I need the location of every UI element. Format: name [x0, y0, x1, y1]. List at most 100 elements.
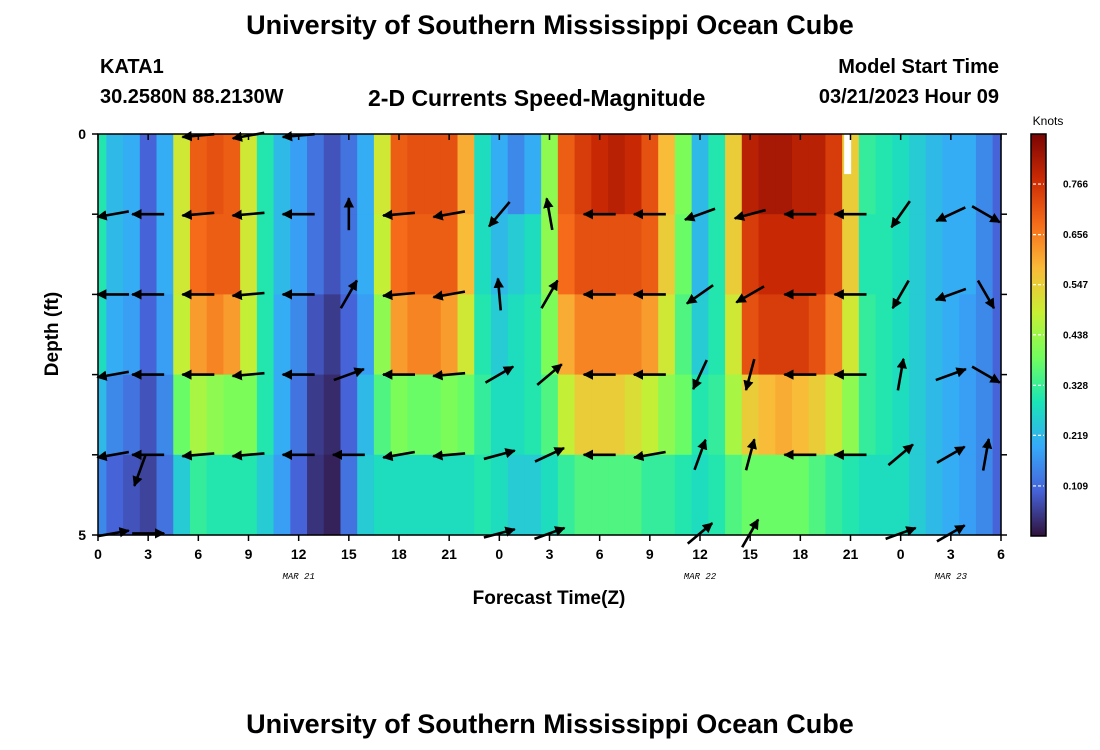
- heatmap-cell: [975, 374, 994, 456]
- heatmap-cell: [307, 134, 325, 215]
- heatmap-cell: [909, 134, 927, 215]
- heatmap-cell: [591, 294, 609, 376]
- heatmap-cell: [256, 374, 275, 456]
- heatmap-cell: [290, 294, 308, 376]
- heatmap-cell: [658, 214, 676, 295]
- heatmap-cell: [658, 374, 676, 456]
- heatmap-cell: [507, 454, 526, 536]
- heatmap-cell: [624, 454, 643, 536]
- x-tick-label: 6: [194, 546, 202, 562]
- heatmap-cell: [925, 214, 944, 295]
- x-tick-label: 15: [341, 546, 357, 562]
- colorbar: Knots 0.766 0.656 0.547 0.438 0.328 0.219 0.10…: [1030, 114, 1088, 537]
- y-axis: 05: [78, 126, 1007, 543]
- current-arrow: [981, 438, 993, 471]
- heatmap-cell: [775, 214, 793, 295]
- heatmap-cell: [725, 134, 743, 215]
- heatmap-cell: [424, 134, 442, 215]
- x-tick-label: 9: [245, 546, 253, 562]
- x-tick-label: 21: [441, 546, 457, 562]
- heatmap-cell: [892, 294, 910, 376]
- heatmap-cell: [992, 214, 1002, 295]
- heatmap-cell: [875, 214, 893, 295]
- heatmap-cell: [674, 214, 693, 295]
- heatmap-cell: [407, 214, 425, 295]
- heatmap-cell: [992, 134, 1002, 215]
- heatmap-cell: [541, 294, 559, 376]
- heatmap-cell: [440, 134, 459, 215]
- heatmap-cell: [624, 374, 643, 456]
- heatmap-cell: [791, 454, 810, 536]
- heatmap-cell: [273, 374, 291, 456]
- current-arrow: [339, 279, 358, 309]
- heatmap-cell: [658, 134, 676, 215]
- heatmap-cell: [424, 454, 442, 536]
- current-arrow: [432, 290, 466, 301]
- heatmap-cell: [925, 294, 944, 376]
- heatmap-cell: [875, 454, 893, 536]
- heatmap-cell: [407, 134, 425, 215]
- heatmap-cell: [557, 214, 576, 295]
- current-arrow: [692, 359, 708, 391]
- heatmap-cell: [323, 294, 342, 376]
- heatmap-cell: [106, 294, 124, 376]
- heatmap-cell: [574, 454, 592, 536]
- heatmap-cell: [791, 294, 810, 376]
- heatmap-cell: [223, 374, 241, 456]
- heatmap-cell: [758, 214, 776, 295]
- heatmap-cell: [357, 374, 375, 456]
- heatmap-cell: [139, 374, 158, 456]
- x-tick-label: 12: [692, 546, 708, 562]
- heatmap-cell: [574, 134, 592, 215]
- current-arrow: [231, 369, 265, 381]
- x-tick-label: 3: [144, 546, 152, 562]
- heatmap-cell: [691, 374, 709, 456]
- x-tick-label: 18: [391, 546, 407, 562]
- x-tick-label: 9: [646, 546, 654, 562]
- heatmap-cell: [123, 294, 141, 376]
- heatmap-cell: [440, 374, 459, 456]
- model-start-label: Model Start Time: [838, 56, 999, 78]
- heatmap-cell: [189, 294, 208, 376]
- heatmap-cell: [123, 374, 141, 456]
- heatmap-cell: [842, 214, 860, 295]
- heatmap-cell: [808, 134, 827, 215]
- heatmap-cell: [156, 134, 174, 215]
- heatmap-cell: [373, 214, 392, 295]
- heatmap-cell: [240, 214, 258, 295]
- colorbar-tick-label: 0.766: [1063, 180, 1088, 191]
- x-tick-label: 6: [997, 546, 1005, 562]
- current-arrow: [693, 438, 708, 471]
- heatmap-cell: [708, 214, 726, 295]
- heatmap-cell: [390, 294, 408, 376]
- heatmap-cell: [942, 214, 960, 295]
- heatmap-cell: [942, 134, 960, 215]
- heatmap-cell: [273, 214, 291, 295]
- heatmap-cell: [775, 454, 793, 536]
- heatmap-cell: [608, 134, 626, 215]
- heatmap-cell: [892, 134, 910, 215]
- heatmap-cell: [758, 294, 776, 376]
- heatmap-cell: [373, 294, 392, 376]
- current-arrow: [744, 438, 757, 471]
- heatmap-cell: [390, 134, 408, 215]
- heatmap-cell: [725, 454, 743, 536]
- heatmap-cell: [574, 374, 592, 456]
- heatmap-cell: [674, 134, 693, 215]
- heatmap-cell: [875, 134, 893, 215]
- x-tick-label: 15: [742, 546, 758, 562]
- current-arrow: [934, 287, 967, 302]
- model-start-value: 03/21/2023 Hour 09: [818, 86, 999, 108]
- heatmap-cell: [541, 214, 559, 295]
- heatmap-cell: [758, 374, 776, 456]
- heatmap-cell: [775, 374, 793, 456]
- heatmap-cell: [524, 374, 542, 456]
- heatmap-cell: [975, 454, 994, 536]
- heatmap-cell: [123, 134, 141, 215]
- heatmap-cell: [98, 454, 107, 536]
- heatmap-cell: [608, 294, 626, 376]
- heatmap-cell: [691, 134, 709, 215]
- current-arrow: [887, 443, 914, 467]
- heatmap-cell: [959, 374, 977, 456]
- heatmap-cell: [189, 454, 208, 536]
